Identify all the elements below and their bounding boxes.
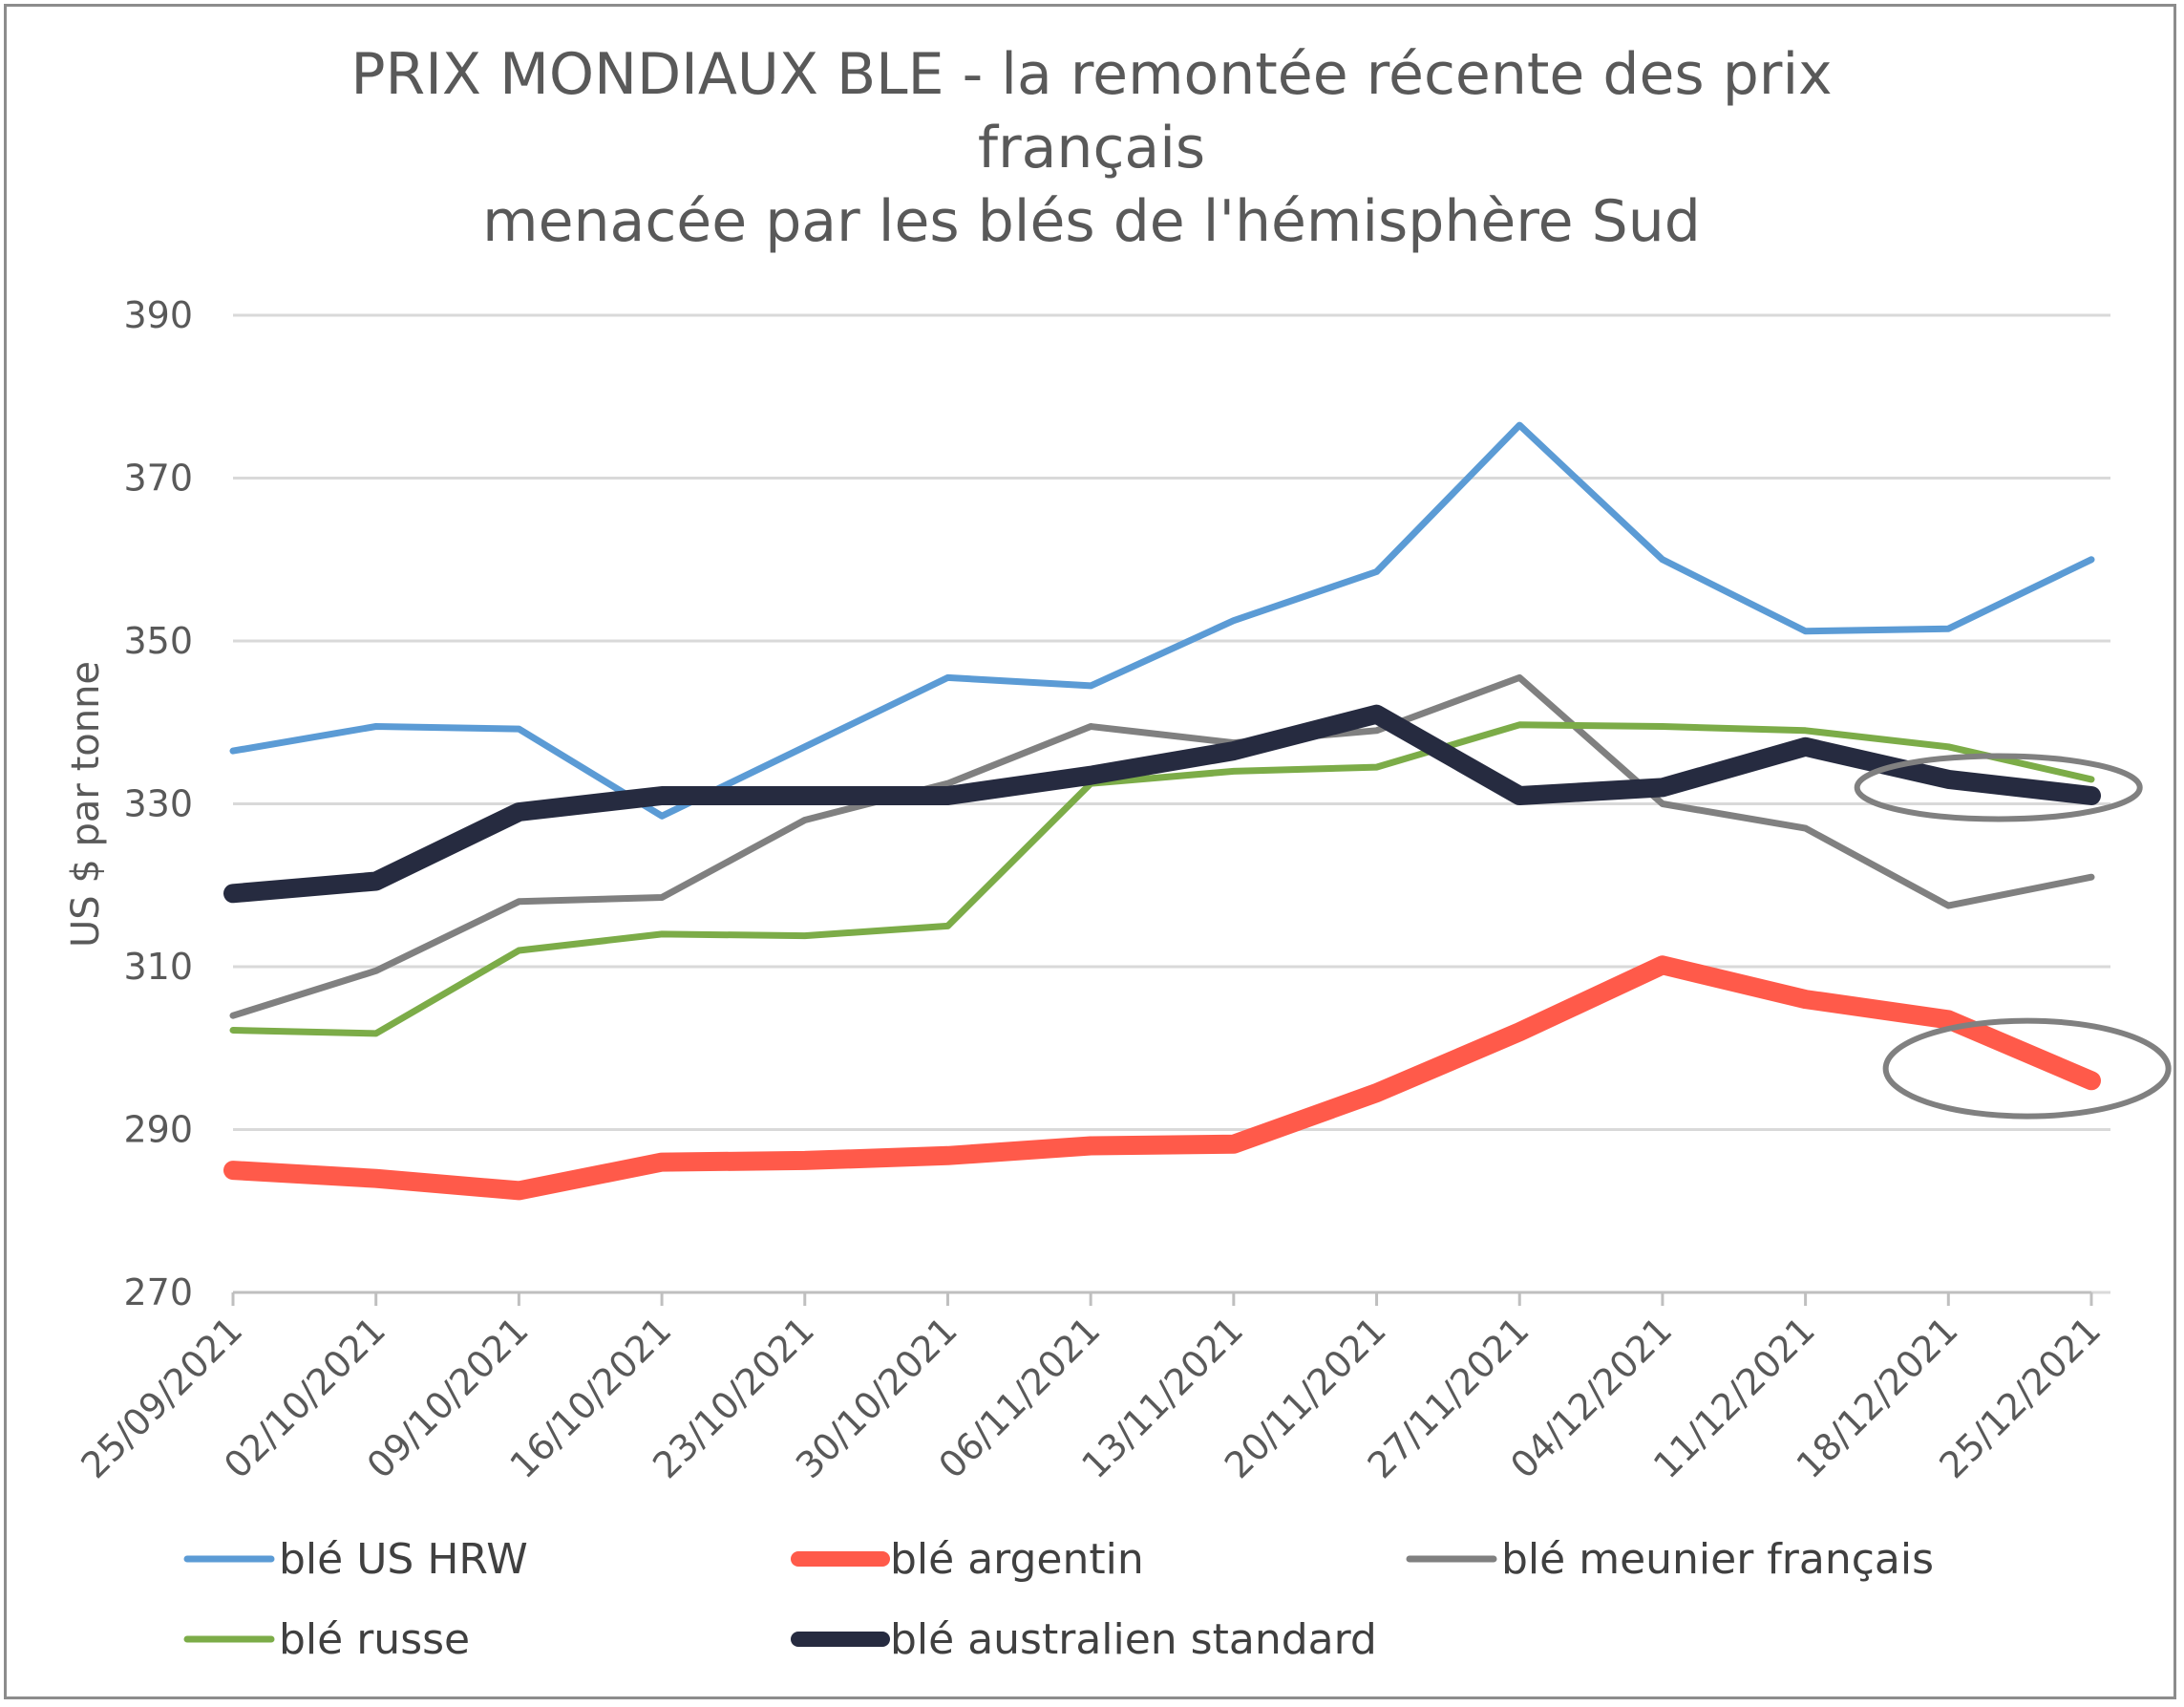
y-tick-label: 370 [123,458,193,500]
series-line-1 [223,955,2101,1201]
y-tick-label: 270 [123,1271,193,1313]
annotation-ellipse [1854,753,2143,822]
chart-frame [4,4,2176,1699]
legend: blé US HRW blé argentin blé meunier frança… [183,1535,1934,1664]
title-line-1: PRIX MONDIAUX BLE - la remontée récente … [350,41,1832,108]
x-axis: 25/09/202102/10/202109/10/202116/10/2021… [73,1291,2109,1486]
y-axis-label: US $ par tonne [64,661,108,948]
legend-label: blé russe [279,1615,470,1664]
legend-label: blé argentin [890,1535,1144,1584]
series-line-2 [229,673,2095,1019]
series-line-4 [223,704,2101,904]
chart-title: PRIX MONDIAUX BLE - la remontée récente … [350,41,1832,255]
series-lines [223,421,2101,1201]
annotations [1854,753,2172,1120]
series-line-3 [229,721,2095,1037]
legend-label: blé meunier français [1501,1535,1934,1584]
series-line-0 [229,421,2095,820]
y-tick-label: 390 [123,294,193,336]
annotation-ellipse [1882,1017,2172,1120]
legend-label: blé australien standard [890,1615,1377,1664]
y-tick-label: 310 [123,946,193,988]
y-tick-label: 350 [123,620,193,662]
legend-label: blé US HRW [279,1535,528,1584]
y-tick-label: 290 [123,1109,193,1151]
y-tick-label: 330 [123,783,193,825]
title-line-3: menacée par les blés de l'hémisphère Sud [482,188,1701,255]
title-line-2: français [978,115,1205,181]
y-axis-ticks: 270 290 310 330 350 370 390 [123,294,193,1313]
